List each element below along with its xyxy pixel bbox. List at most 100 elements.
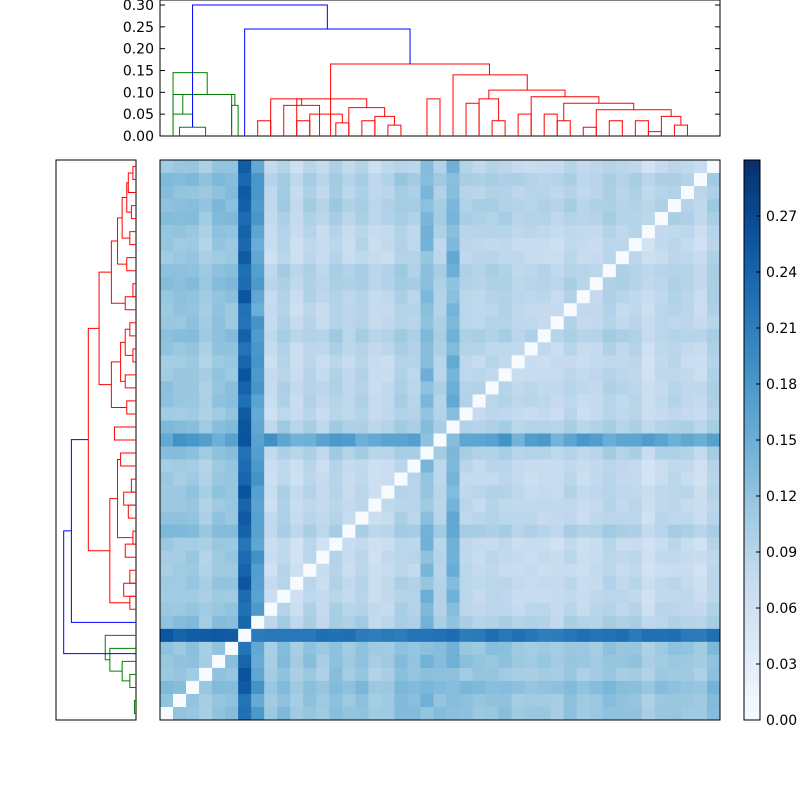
heatmap-cell [316, 160, 330, 174]
heatmap-cell [602, 290, 617, 304]
heatmap-cell [394, 641, 408, 656]
heatmap-cell [706, 706, 721, 721]
heatmap-cell [212, 446, 226, 461]
heatmap-cell [381, 550, 395, 565]
heatmap-cell [160, 251, 174, 265]
heatmap-cell [381, 290, 395, 304]
heatmap-cell [485, 433, 500, 448]
heatmap-cell [290, 628, 304, 643]
heatmap-cell [485, 563, 500, 578]
heatmap-cell [667, 394, 682, 408]
heatmap-cell [641, 394, 656, 408]
heatmap-cell [433, 641, 448, 656]
heatmap-cell [472, 459, 487, 474]
heatmap-cell [446, 472, 461, 487]
heatmap-cell [576, 446, 591, 461]
heatmap-cell [173, 407, 187, 421]
heatmap-cell [706, 459, 721, 474]
heatmap-cell [524, 472, 539, 487]
heatmap-cell [511, 472, 526, 487]
heatmap-cell [576, 173, 591, 187]
heatmap-cell [550, 225, 565, 239]
heatmap-cell [537, 277, 552, 291]
heatmap-cell [641, 407, 656, 421]
heatmap-cell [329, 407, 343, 421]
heatmap-cell [537, 459, 552, 474]
heatmap-cell [628, 160, 643, 174]
top-dendrogram-link [452, 74, 528, 136]
heatmap-cell [212, 368, 226, 382]
heatmap-cell [238, 589, 252, 604]
heatmap-cell [563, 394, 578, 408]
heatmap-cell [355, 498, 369, 513]
heatmap-cell [706, 667, 721, 682]
heatmap-cell [446, 160, 461, 174]
heatmap-cell [394, 225, 408, 239]
heatmap-cell [550, 459, 565, 474]
heatmap-cell [511, 212, 526, 226]
heatmap-cell [329, 628, 343, 643]
heatmap-cell [680, 511, 695, 526]
heatmap-cell [173, 550, 187, 565]
heatmap-cell [459, 160, 474, 174]
heatmap-cell [368, 212, 382, 226]
heatmap-cell [563, 485, 578, 500]
heatmap-cell [381, 355, 395, 369]
left-dendrogram-link [117, 459, 133, 539]
heatmap-cell [537, 485, 552, 500]
heatmap-cell [303, 212, 317, 226]
heatmap-cell [160, 277, 174, 291]
heatmap-cell [264, 394, 278, 408]
heatmap-cell [368, 303, 382, 317]
heatmap-cell [199, 160, 213, 174]
heatmap-cell [654, 290, 669, 304]
heatmap-cell [589, 589, 604, 604]
heatmap-cell [589, 602, 604, 617]
heatmap-cell [641, 277, 656, 291]
heatmap-cell [472, 706, 487, 721]
heatmap-cell [355, 199, 369, 213]
heatmap-cell [225, 186, 239, 200]
heatmap-cell [186, 537, 200, 552]
heatmap-cell [225, 264, 239, 278]
heatmap-cell [186, 628, 200, 643]
heatmap-cell [212, 303, 226, 317]
heatmap-cell [706, 446, 721, 461]
heatmap-cell [641, 199, 656, 213]
heatmap-cell [628, 485, 643, 500]
heatmap-cell [251, 420, 265, 434]
heatmap-cell [394, 303, 408, 317]
heatmap-cell [628, 355, 643, 369]
heatmap-cell [524, 641, 539, 656]
heatmap-cell [433, 654, 448, 669]
heatmap-cell [329, 654, 343, 669]
heatmap-cell [628, 420, 643, 434]
heatmap-cell [667, 550, 682, 565]
heatmap-cell [459, 290, 474, 304]
heatmap-cell [498, 667, 513, 682]
left-dendrogram-link [123, 491, 136, 506]
heatmap-cell [277, 459, 291, 474]
heatmap-cell [667, 407, 682, 421]
heatmap-cell [433, 420, 448, 434]
heatmap-cell [511, 290, 526, 304]
heatmap-cell [459, 706, 474, 721]
heatmap-cell [316, 173, 330, 187]
heatmap-cell [602, 277, 617, 291]
heatmap-cell [160, 576, 174, 591]
heatmap-cell [446, 680, 461, 695]
heatmap-cell [433, 537, 448, 552]
heatmap-cell [680, 394, 695, 408]
top-dendrogram-tick-label: 0.05 [123, 107, 154, 123]
heatmap-cell [563, 251, 578, 265]
heatmap-cell [407, 550, 421, 565]
heatmap-cell [550, 706, 565, 721]
heatmap-cell [290, 238, 304, 252]
heatmap-cell [225, 212, 239, 226]
heatmap-cell [407, 277, 421, 291]
heatmap-cell [472, 381, 487, 395]
heatmap-cell [537, 446, 552, 461]
heatmap-cell [199, 693, 213, 708]
heatmap-cell [537, 238, 552, 252]
heatmap-cell [654, 602, 669, 617]
